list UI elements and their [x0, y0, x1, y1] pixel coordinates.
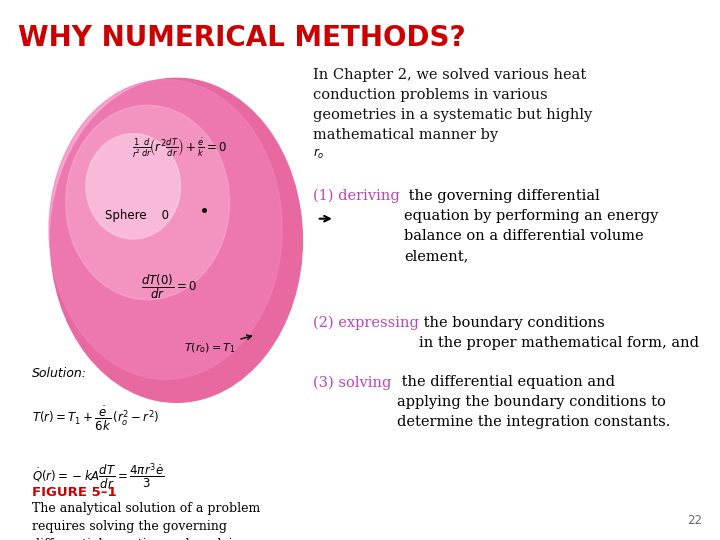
Text: $T(r_o) = T_1$: $T(r_o) = T_1$ [184, 335, 251, 355]
Text: (2) expressing: (2) expressing [313, 316, 419, 330]
Text: the boundary conditions
in the proper mathematical form, and: the boundary conditions in the proper ma… [419, 316, 699, 350]
Text: the differential equation and
applying the boundary conditions to
determine the : the differential equation and applying t… [397, 375, 670, 429]
Ellipse shape [49, 79, 282, 379]
Text: (1) deriving: (1) deriving [313, 189, 400, 204]
Text: In Chapter 2, we solved various heat
conduction problems in various
geometries i: In Chapter 2, we solved various heat con… [313, 68, 593, 141]
Text: Solution:: Solution: [32, 367, 87, 380]
Ellipse shape [50, 78, 302, 402]
Text: $\frac{1}{r^2}\frac{d}{dr}\!\left(r^2\frac{dT}{dr}\right)+\frac{\dot{e}}{k}=0$: $\frac{1}{r^2}\frac{d}{dr}\!\left(r^2\fr… [132, 137, 228, 160]
Text: $T(r) = T_1 + \dfrac{\dot{e}}{6k}\,(r_o^2 - r^2)$: $T(r) = T_1 + \dfrac{\dot{e}}{6k}\,(r_o^… [32, 405, 160, 433]
Ellipse shape [66, 105, 230, 300]
Text: the governing differential
equation by performing an energy
balance on a differe: the governing differential equation by p… [404, 189, 659, 263]
Text: $r_o$: $r_o$ [313, 147, 325, 161]
Text: 22: 22 [687, 514, 702, 526]
Text: WHY NUMERICAL METHODS?: WHY NUMERICAL METHODS? [18, 24, 466, 52]
Text: (3) solving: (3) solving [313, 375, 392, 390]
Text: $\dot{Q}(r) = -kA\dfrac{dT}{dr} = \dfrac{4\pi r^3\dot{e}}{3}$: $\dot{Q}(r) = -kA\dfrac{dT}{dr} = \dfrac… [32, 462, 165, 492]
Text: The analytical solution of a problem
requires solving the governing
differential: The analytical solution of a problem req… [32, 502, 261, 540]
Text: $\dfrac{dT(0)}{dr}=0$: $\dfrac{dT(0)}{dr}=0$ [141, 272, 197, 301]
Text: Sphere    0: Sphere 0 [105, 210, 168, 222]
Ellipse shape [86, 134, 181, 239]
Text: FIGURE 5–1: FIGURE 5–1 [32, 486, 117, 499]
